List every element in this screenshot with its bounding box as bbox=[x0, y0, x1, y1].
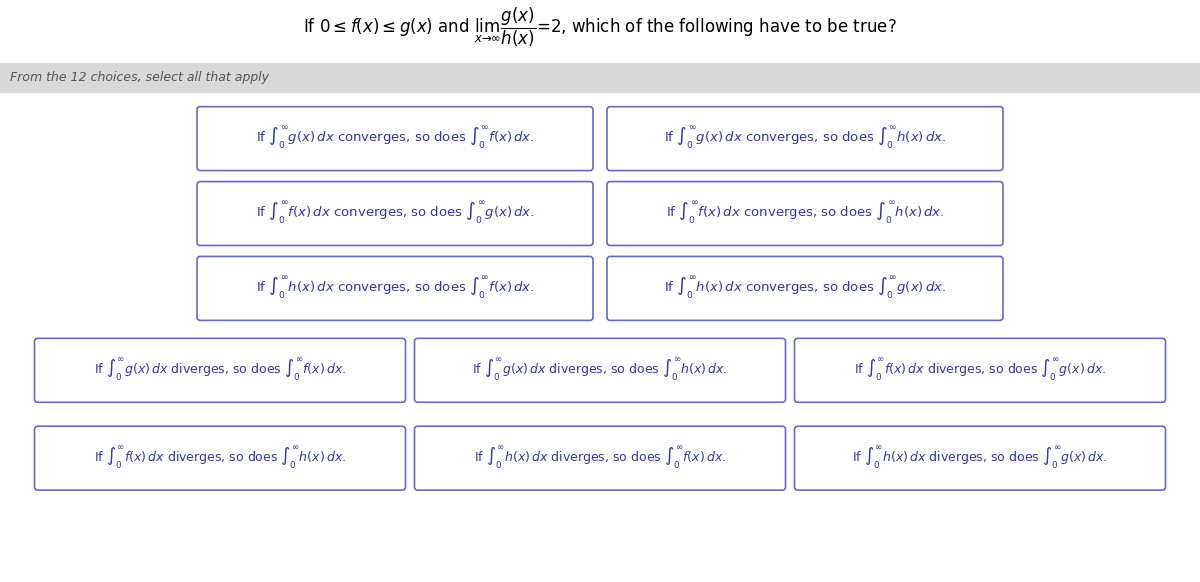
Text: If $\int_0^{\infty} f(x)\, dx$ converges, so does $\int_0^{\infty} h(x)\, dx$.: If $\int_0^{\infty} f(x)\, dx$ converges… bbox=[666, 200, 944, 227]
FancyBboxPatch shape bbox=[35, 338, 406, 402]
Text: If $\int_0^{\infty} g(x)\, dx$ diverges, so does $\int_0^{\infty} f(x)\, dx$.: If $\int_0^{\infty} g(x)\, dx$ diverges,… bbox=[94, 357, 346, 384]
Text: If $\int_0^{\infty} f(x)\, dx$ converges, so does $\int_0^{\infty} g(x)\, dx$.: If $\int_0^{\infty} f(x)\, dx$ converges… bbox=[256, 200, 534, 227]
FancyBboxPatch shape bbox=[197, 107, 593, 171]
Text: If $\int_0^{\infty} g(x)\, dx$ diverges, so does $\int_0^{\infty} h(x)\, dx$.: If $\int_0^{\infty} g(x)\, dx$ diverges,… bbox=[473, 357, 727, 384]
Text: If $\int_0^{\infty} h(x)\, dx$ diverges, so does $\int_0^{\infty} f(x)\, dx$.: If $\int_0^{\infty} h(x)\, dx$ diverges,… bbox=[474, 445, 726, 472]
Text: If $\int_0^{\infty} f(x)\, dx$ diverges, so does $\int_0^{\infty} g(x)\, dx$.: If $\int_0^{\infty} f(x)\, dx$ diverges,… bbox=[854, 357, 1106, 384]
FancyBboxPatch shape bbox=[35, 426, 406, 490]
FancyBboxPatch shape bbox=[197, 257, 593, 320]
FancyBboxPatch shape bbox=[197, 182, 593, 246]
FancyBboxPatch shape bbox=[607, 107, 1003, 171]
Text: If $\int_0^{\infty} h(x)\, dx$ converges, so does $\int_0^{\infty} f(x)\, dx$.: If $\int_0^{\infty} h(x)\, dx$ converges… bbox=[256, 275, 534, 302]
Text: If $\int_0^{\infty} f(x)\, dx$ diverges, so does $\int_0^{\infty} h(x)\, dx$.: If $\int_0^{\infty} f(x)\, dx$ diverges,… bbox=[94, 445, 346, 472]
FancyBboxPatch shape bbox=[414, 426, 786, 490]
Text: If $\int_0^{\infty} g(x)\, dx$ converges, so does $\int_0^{\infty} h(x)\, dx$.: If $\int_0^{\infty} g(x)\, dx$ converges… bbox=[664, 125, 946, 152]
Text: If $0 \leq f(x) \leq g(x)$ and $\lim_{x \to \infty} \dfrac{g(x)}{h(x)} = 2$, whi: If $0 \leq f(x) \leq g(x)$ and $\lim_{x … bbox=[304, 6, 896, 49]
FancyBboxPatch shape bbox=[0, 63, 1200, 93]
FancyBboxPatch shape bbox=[607, 182, 1003, 246]
FancyBboxPatch shape bbox=[607, 257, 1003, 320]
Text: If $\int_0^{\infty} h(x)\, dx$ diverges, so does $\int_0^{\infty} g(x)\, dx$.: If $\int_0^{\infty} h(x)\, dx$ diverges,… bbox=[852, 445, 1108, 472]
Text: If $\int_0^{\infty} h(x)\, dx$ converges, so does $\int_0^{\infty} g(x)\, dx$.: If $\int_0^{\infty} h(x)\, dx$ converges… bbox=[664, 275, 946, 302]
Text: From the 12 choices, select all that apply: From the 12 choices, select all that app… bbox=[10, 71, 269, 84]
FancyBboxPatch shape bbox=[794, 338, 1165, 402]
Text: If $\int_0^{\infty} g(x)\, dx$ converges, so does $\int_0^{\infty} f(x)\, dx$.: If $\int_0^{\infty} g(x)\, dx$ converges… bbox=[256, 125, 534, 152]
FancyBboxPatch shape bbox=[414, 338, 786, 402]
FancyBboxPatch shape bbox=[794, 426, 1165, 490]
